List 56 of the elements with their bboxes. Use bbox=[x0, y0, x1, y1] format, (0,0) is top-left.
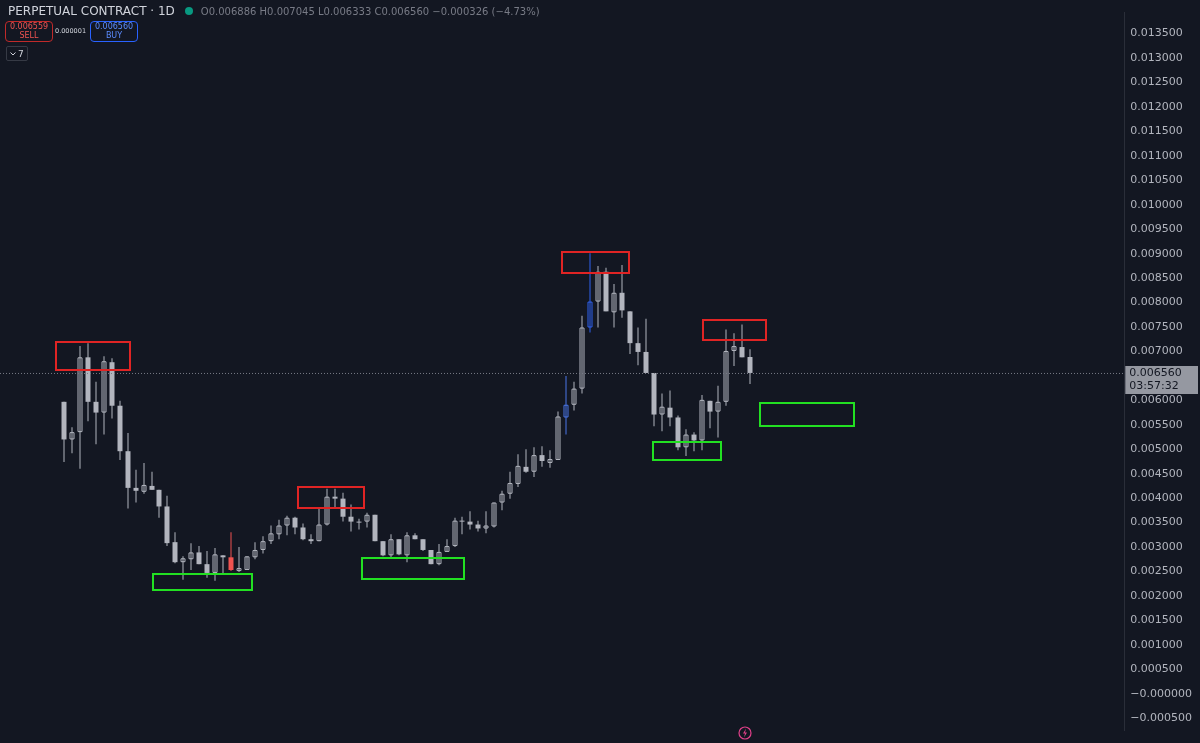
ref-line-label: 0.006560 bbox=[1129, 365, 1182, 379]
text: 03:57:32 bbox=[1129, 378, 1179, 392]
y-tick-label: −0.000500 bbox=[1130, 711, 1192, 725]
candlestick bbox=[715, 385, 721, 438]
annotation: 0.006559 bbox=[8, 22, 50, 31]
candlestick bbox=[452, 517, 458, 548]
y-tick-label: 0.002500 bbox=[1130, 564, 1183, 578]
candlestick bbox=[571, 381, 577, 411]
candlestick bbox=[236, 547, 242, 572]
candlestick bbox=[555, 411, 561, 460]
annotation: 7 bbox=[18, 48, 24, 59]
annotation: BUY bbox=[104, 31, 124, 40]
y-tick-label: 0.002000 bbox=[1130, 588, 1183, 602]
candlestick bbox=[699, 394, 705, 451]
y-tick-label: 0.008500 bbox=[1130, 270, 1183, 284]
y-tick-label: 0.001000 bbox=[1130, 637, 1183, 651]
y-tick-label: 0.007500 bbox=[1130, 319, 1183, 333]
y-tick-label: 0.009500 bbox=[1130, 222, 1183, 236]
y-tick-label: 0.011500 bbox=[1130, 124, 1183, 138]
candlestick bbox=[141, 462, 147, 494]
y-tick-label: −0.000000 bbox=[1130, 686, 1192, 700]
candlestick bbox=[77, 346, 83, 469]
candlestick bbox=[133, 469, 139, 503]
y-tick-label: 0.007000 bbox=[1130, 344, 1183, 358]
candlestick bbox=[101, 356, 107, 435]
y-tick-label: 0.010500 bbox=[1130, 173, 1183, 187]
candlestick bbox=[507, 471, 513, 499]
y-tick-label: 0.003000 bbox=[1130, 539, 1183, 553]
candlestick bbox=[595, 265, 601, 328]
y-tick-label: 0.013500 bbox=[1130, 26, 1183, 40]
y-tick-label: 0.005000 bbox=[1130, 442, 1183, 456]
y-tick-label: 0.000500 bbox=[1130, 662, 1183, 676]
candlestick bbox=[723, 329, 729, 406]
candlestick bbox=[531, 447, 537, 478]
candlestick bbox=[515, 454, 521, 487]
y-tick-label: 0.010000 bbox=[1130, 197, 1183, 211]
candlestick bbox=[579, 315, 585, 394]
y-tick-label: 0.012000 bbox=[1130, 99, 1183, 113]
candlestick bbox=[611, 283, 617, 328]
candlestick bbox=[587, 253, 593, 333]
y-tick-label: 0.001500 bbox=[1130, 613, 1183, 627]
chart-title: PERPETUAL CONTRACT · 1D bbox=[8, 4, 175, 18]
y-tick-label: 0.009000 bbox=[1130, 246, 1183, 260]
y-tick-label: 0.003500 bbox=[1130, 515, 1183, 529]
annotation: O0.006886 H0.007045 L0.006333 C0.006560 −0.000326 (−4.73%) bbox=[200, 6, 540, 17]
y-tick-label: 0.011000 bbox=[1130, 148, 1183, 162]
y-tick-label: 0.013000 bbox=[1130, 50, 1183, 64]
y-tick-label: 0.004000 bbox=[1130, 491, 1183, 504]
y-tick-label: 0.005500 bbox=[1130, 417, 1183, 431]
y-tick-label: 0.012500 bbox=[1130, 75, 1183, 89]
y-tick-label: 0.004500 bbox=[1130, 466, 1183, 480]
y-tick-label: 0.006000 bbox=[1130, 393, 1183, 407]
candlestick bbox=[563, 375, 569, 435]
annotation: SELL bbox=[18, 31, 40, 40]
annotation: 0.006560 bbox=[93, 22, 135, 31]
y-tick-label: 0.008000 bbox=[1130, 295, 1183, 309]
